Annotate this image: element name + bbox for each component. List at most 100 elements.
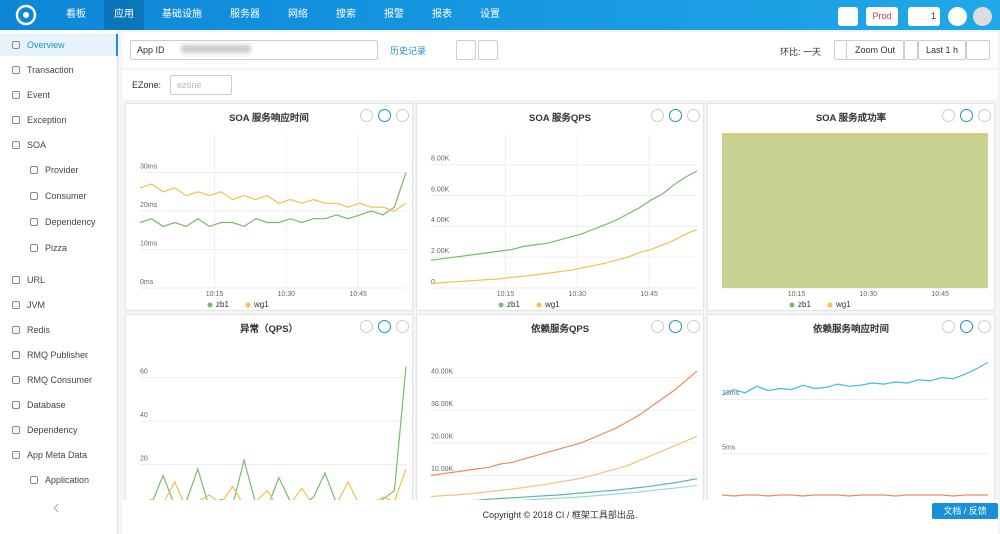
panel-title: SOA 服务QPS [529,113,591,124]
sidebar-item[interactable]: Overview [0,34,118,56]
panel-icon[interactable] [978,109,991,122]
feedback-button[interactable]: 文档 / 反馈 [932,503,998,519]
sidebar-item[interactable]: Pizza [0,237,118,259]
next-button[interactable] [904,40,918,60]
nav-item[interactable]: 应用 [104,0,144,30]
footer: Copyright © 2018 CI / 框架工具部出品. 文档 / 反馈 [122,500,998,534]
legend-swatch[interactable] [536,302,542,308]
sidebar-item[interactable]: Dependency [0,419,118,441]
help-button[interactable] [948,7,967,26]
nav-item[interactable]: 报表 [432,9,452,20]
sidebar-item[interactable]: Event [0,84,118,106]
x-tick-label: 10:15 [206,291,224,298]
panel-icon[interactable] [669,320,682,333]
nav-item[interactable]: 网络 [288,9,308,20]
y-tick-label: 4.00K [431,217,450,224]
sidebar-item[interactable]: Redis [0,319,118,341]
y-tick-label: 0ms [140,279,154,286]
panel-icon[interactable] [960,320,973,333]
top-nav: Prod 1 看板 应用 基础设施 服务器 网络 搜索 报警 报表 设置 [0,0,1000,30]
sidebar-item[interactable]: Provider [0,159,118,181]
y-tick-label: 20ms [140,202,158,209]
range-button[interactable]: Last 1 h [918,40,966,60]
legend-swatch[interactable] [245,302,251,308]
nav-item[interactable]: 设置 [480,9,500,20]
nav-item[interactable]: 服务器 [230,9,260,20]
sidebar-icon [30,476,38,484]
panel-icon[interactable] [960,109,973,122]
legend-label[interactable]: zb1 [216,300,229,309]
series-line [139,172,407,228]
nav-item[interactable]: 报警 [384,9,404,20]
legend-label[interactable]: wg1 [835,300,851,309]
sidebar-item[interactable]: App Meta Data [0,444,118,466]
sidebar-item[interactable]: RMQ Publisher [0,344,118,366]
legend-swatch[interactable] [207,302,213,308]
legend-swatch[interactable] [827,302,833,308]
ezone-input[interactable]: ezone [170,75,232,95]
panel-icon[interactable] [378,320,391,333]
legend-swatch[interactable] [789,302,795,308]
icon-button[interactable] [478,40,498,60]
collapse-button[interactable] [53,503,63,513]
panel-icon[interactable] [687,320,700,333]
compare-label: 环比: 一天 [780,47,822,57]
panel-icon[interactable] [651,109,664,122]
sidebar-item[interactable]: JVM [0,294,118,316]
panel-icon[interactable] [669,109,682,122]
env-button[interactable]: Prod [866,7,898,26]
panel-icon[interactable] [360,320,373,333]
sidebar-item[interactable]: Consumer [0,185,118,207]
panel-icon[interactable] [651,320,664,333]
series-line [139,183,407,212]
legend-label[interactable]: zb1 [507,300,520,309]
sidebar-item[interactable]: RMQ Consumer [0,369,118,391]
nav-item[interactable]: 基础设施 [162,9,202,20]
avatar[interactable] [973,7,992,26]
sidebar-item[interactable]: URL [0,269,118,291]
panel-icon[interactable] [360,109,373,122]
x-tick-label: 10:45 [349,291,367,298]
legend-swatch[interactable] [498,302,504,308]
chart: 0ms 10ms 20ms 30ms 10:15 10:30 10:45 zb1 wg1 [139,134,407,309]
legend-label[interactable]: wg1 [253,300,269,309]
panel-icon[interactable] [942,320,955,333]
search-button[interactable] [838,7,858,26]
alert-button[interactable]: 1 [908,7,940,26]
sidebar-item[interactable]: Database [0,394,118,416]
refresh-button[interactable] [966,40,990,60]
chart-panel: SOA 服务响应时间 0ms 10ms 20ms 30ms 10:15 10:30 10:45… [125,103,413,311]
sidebar-item[interactable]: Dependency [0,211,118,233]
series-line [430,228,698,284]
x-tick-label: 10:45 [640,291,658,298]
panel-icon[interactable] [396,109,409,122]
legend-label[interactable]: zb1 [798,300,811,309]
app-id-value [180,45,251,53]
zoom-out-button[interactable]: Zoom Out [846,40,904,60]
sidebar-icon [12,451,20,459]
series-line [151,366,407,503]
sidebar-label: Event [27,90,51,100]
icon-button[interactable] [456,40,476,60]
sidebar-icon [30,192,38,200]
history-dropdown[interactable]: 历史记录 [390,46,427,56]
sidebar-icon [12,301,20,309]
panel-icon[interactable] [687,109,700,122]
app-id-field[interactable]: App ID [130,40,378,60]
panel-icon[interactable] [978,320,991,333]
nav-item[interactable]: 搜索 [336,9,356,20]
y-tick-label: 5ms [722,445,736,452]
sidebar-item[interactable]: Exception [0,109,118,131]
y-tick-label: 30.00K [431,401,454,408]
panel-icon[interactable] [378,109,391,122]
sidebar-item[interactable]: SOA [0,134,118,156]
sidebar-label: RMQ Consumer [27,375,93,385]
nav-item[interactable]: 看板 [66,9,86,20]
legend-label[interactable]: wg1 [544,300,560,309]
panel-icon[interactable] [396,320,409,333]
sidebar-item[interactable]: Application [0,469,118,491]
sidebar-label: RMQ Publisher [27,350,89,360]
sidebar-item[interactable]: Transaction [0,59,118,81]
panel-icon[interactable] [942,109,955,122]
